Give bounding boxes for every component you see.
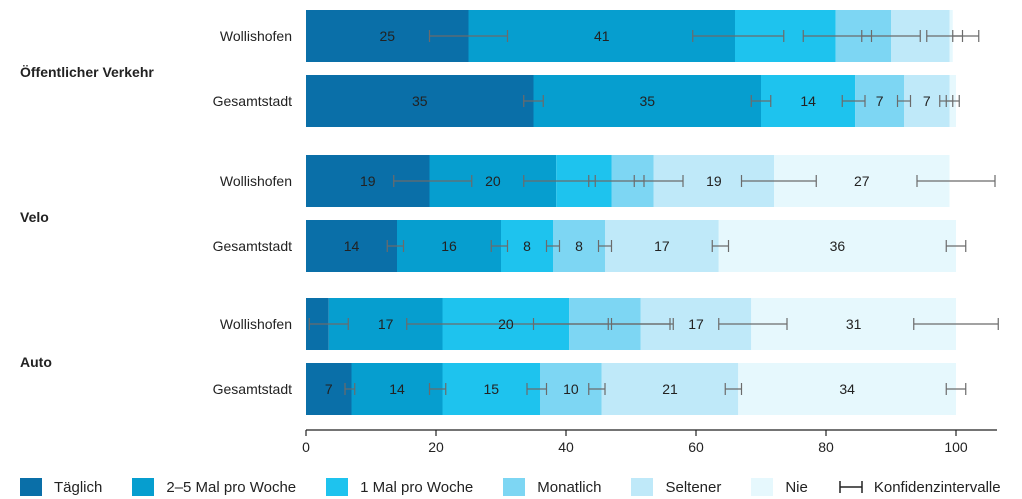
legend-label: Seltener <box>665 478 722 496</box>
x-tick-label: 40 <box>558 439 574 455</box>
legend-item: Täglich <box>20 478 102 496</box>
legend-label: Monatlich <box>537 478 602 496</box>
bar-segment <box>501 220 553 272</box>
bar-value-label: 17 <box>654 238 670 254</box>
legend-item: Seltener <box>631 478 721 496</box>
legend-swatch <box>326 478 349 496</box>
legend-label: Nie <box>785 478 808 496</box>
bar-value-label: 15 <box>483 381 499 397</box>
bar-value-label: 20 <box>498 316 514 332</box>
legend-item: Monatlich <box>503 478 601 496</box>
bar-value-label: 35 <box>412 93 428 109</box>
category-label: Wollishofen <box>220 316 292 332</box>
bar-segment <box>605 220 719 272</box>
bar-segment <box>442 363 540 415</box>
bar-segment <box>553 220 605 272</box>
legend-item: 1 Mal pro Woche <box>326 478 473 496</box>
bar-value-label: 35 <box>639 93 655 109</box>
bar-segment <box>351 363 443 415</box>
bar-segment <box>306 363 352 415</box>
bar-value-label: 19 <box>706 173 722 189</box>
bar-value-label: 8 <box>575 238 583 254</box>
bar-value-label: 10 <box>563 381 579 397</box>
bar-value-label: 36 <box>830 238 846 254</box>
legend-item: Nie <box>751 478 808 496</box>
x-tick-label: 60 <box>688 439 704 455</box>
chart-plot-area: 25 41 35 35 14 7 7 19 20 19 27 14 16 8 8 17 36 17 20 17 31 7 1… <box>20 10 999 455</box>
legend-swatch <box>751 478 774 496</box>
bar-value-label: 7 <box>923 93 931 109</box>
legend-swatch <box>631 478 654 496</box>
bar-segment <box>761 75 856 127</box>
bar-value-label: 14 <box>800 93 816 109</box>
bar-segment <box>601 363 739 415</box>
chart-legend: Täglich 2–5 Mal pro Woche 1 Mal pro Woche M… <box>20 476 1001 498</box>
category-label: Wollishofen <box>220 173 292 189</box>
bar-value-label: 41 <box>594 28 610 44</box>
legend-label: Konfidenzintervalle <box>873 478 1001 496</box>
confidence-interval-icon <box>839 481 863 493</box>
group-label: Öffentlicher Verkehr <box>20 64 154 80</box>
bar-value-label: 17 <box>688 316 704 332</box>
bar-segment <box>738 363 956 415</box>
group-label: Velo <box>20 209 49 225</box>
category-label: Gesamtstadt <box>213 93 292 109</box>
legend-item-ci: Konfidenzintervalle <box>838 479 1001 496</box>
legend-label: 1 Mal pro Woche <box>360 478 474 496</box>
bar-segment <box>468 10 735 62</box>
bar-value-label: 7 <box>325 381 333 397</box>
x-tick-label: 20 <box>428 439 444 455</box>
bar-segment <box>533 75 761 127</box>
bar-value-label: 7 <box>876 93 884 109</box>
category-label: Gesamtstadt <box>213 238 292 254</box>
bar-value-label: 27 <box>854 173 870 189</box>
legend-label: 2–5 Mal pro Woche <box>166 478 297 496</box>
legend-swatch <box>20 478 42 496</box>
bar-segment <box>306 220 397 272</box>
legend-swatch <box>503 478 526 496</box>
bar-segment <box>306 75 534 127</box>
bar-value-label: 34 <box>839 381 855 397</box>
bar-value-label: 16 <box>441 238 457 254</box>
bar-value-label: 17 <box>378 316 394 332</box>
bar-segment <box>718 220 956 272</box>
bar-value-label: 19 <box>360 173 376 189</box>
bar-value-label: 14 <box>389 381 405 397</box>
x-tick-label: 0 <box>302 439 310 455</box>
bar-value-label: 25 <box>379 28 395 44</box>
legend-swatch <box>132 478 155 496</box>
legend-item: 2–5 Mal pro Woche <box>132 478 296 496</box>
x-tick-label: 100 <box>944 439 968 455</box>
bar-value-label: 21 <box>662 381 678 397</box>
bar-value-label: 8 <box>523 238 531 254</box>
bar-value-label: 20 <box>485 173 501 189</box>
bar-value-label: 14 <box>344 238 360 254</box>
legend-label: Täglich <box>54 478 103 496</box>
bar-value-label: 31 <box>846 316 862 332</box>
bar-segment <box>397 220 501 272</box>
group-label: Auto <box>20 354 52 370</box>
x-tick-label: 80 <box>818 439 834 455</box>
category-label: Wollishofen <box>220 28 292 44</box>
category-label: Gesamtstadt <box>213 381 292 397</box>
